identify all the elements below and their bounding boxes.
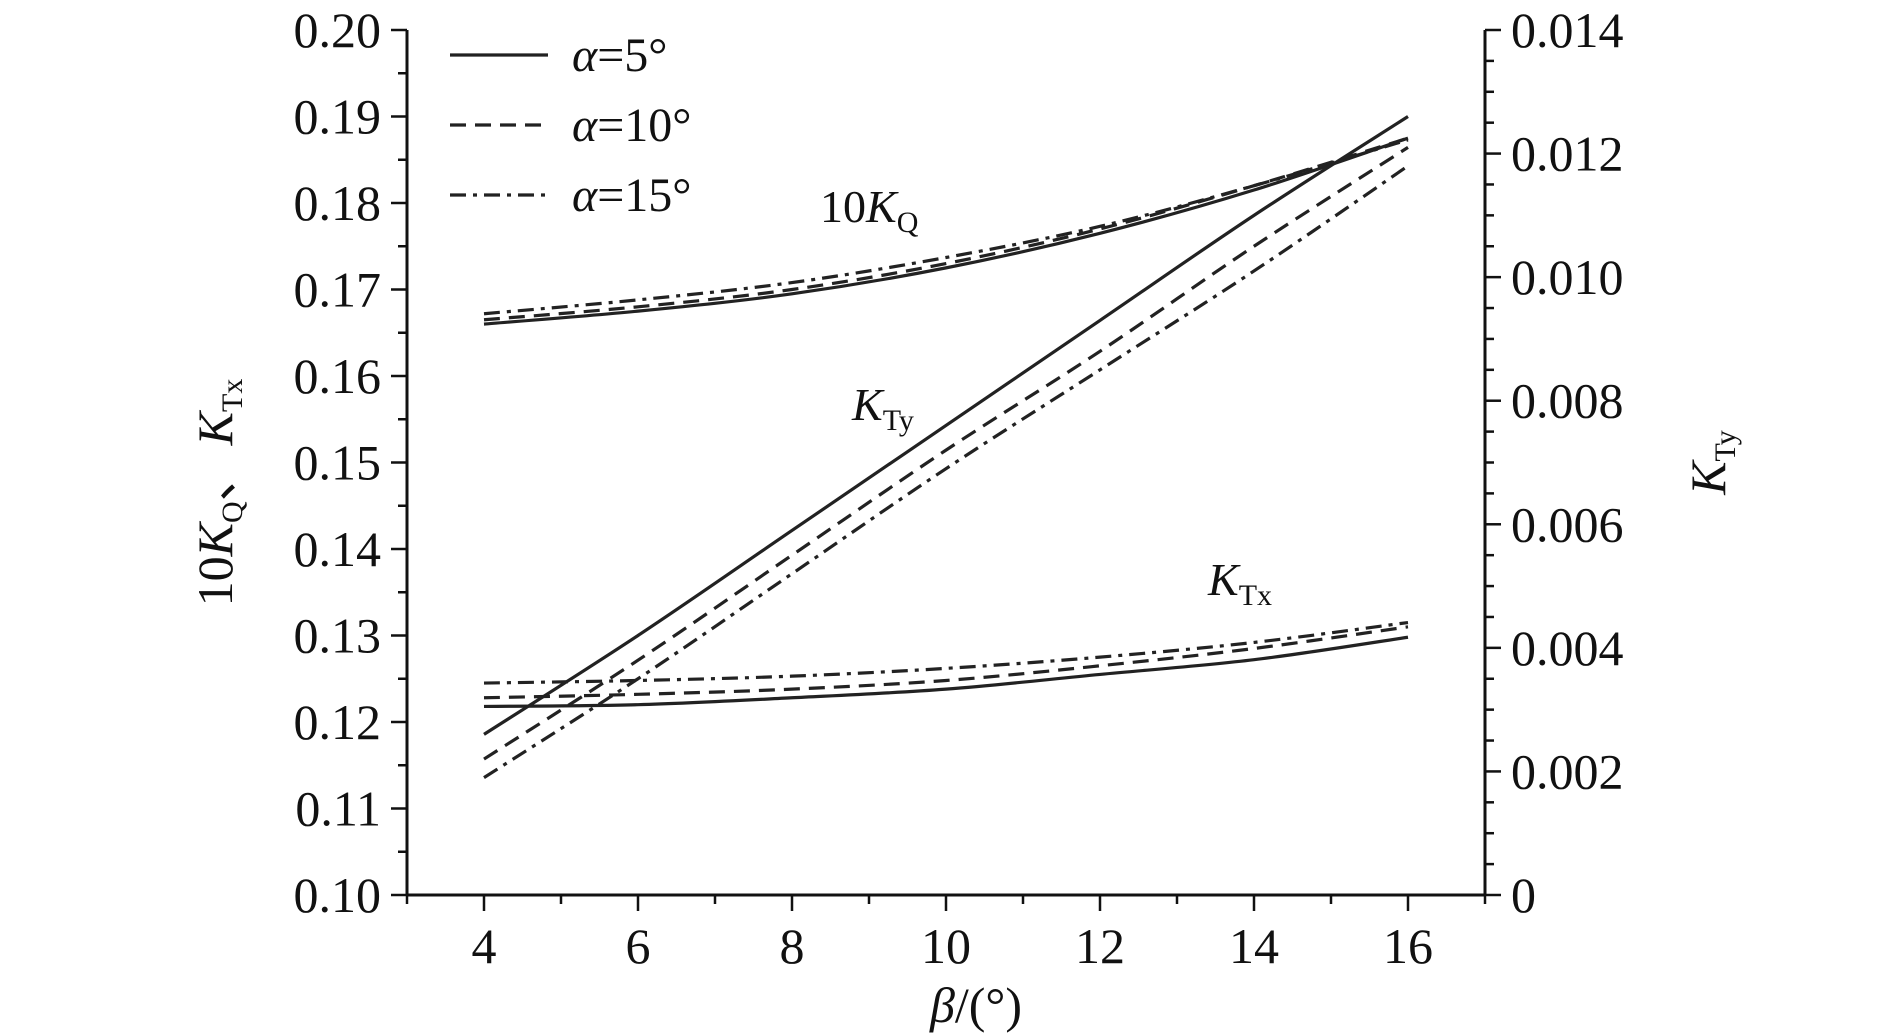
annotation-subscript: Ty (883, 404, 914, 437)
annotation-symbol: K (1207, 554, 1241, 605)
x-tick-label: 16 (1383, 918, 1433, 974)
y-left-title-prefix: 10 (187, 556, 243, 606)
x-axis-title: β/(°) (929, 977, 1022, 1033)
y-left-tick-label: 0.11 (295, 781, 381, 837)
y-right-tick-label: 0 (1511, 867, 1536, 923)
y-left-tick-label: 0.15 (294, 435, 382, 491)
series-layer (483, 115, 1409, 779)
legend-label-2: α=15° (572, 169, 691, 222)
y-right-tick-label: 0.010 (1511, 249, 1624, 305)
y-right-tick-label: 0.002 (1511, 743, 1624, 799)
x-axis-symbol: β (929, 977, 955, 1033)
series-KTx-alpha-10 (483, 625, 1409, 700)
y-right-tick-label: 0.014 (1511, 2, 1624, 58)
annotation-symbol: K (865, 181, 899, 232)
y-left-axis-title: 10KQ、KTx (187, 379, 249, 607)
annotation-KTy: KTy (851, 379, 914, 437)
y-right-tick-label: 0.006 (1511, 496, 1624, 552)
legend-label-1: α=10° (572, 99, 691, 152)
annotation-10KQ: 10KQ (820, 181, 919, 239)
series-KTy-alpha-5 (483, 115, 1409, 736)
annotation-prefix: 10 (820, 181, 866, 232)
y-left-tick-label: 0.16 (294, 348, 382, 404)
y-right-tick-label: 0.012 (1511, 126, 1624, 182)
legend-label-value: =10° (597, 99, 691, 152)
y-left-tick-label: 0.10 (294, 867, 382, 923)
y-right-tick-label: 0.008 (1511, 373, 1624, 429)
legend-label-value: =15° (597, 169, 691, 222)
y-left-tick-label: 0.13 (294, 608, 382, 664)
y-left-title-sub1: Q (216, 501, 249, 523)
x-tick-label: 14 (1229, 918, 1279, 974)
y-left-tick-label: 0.19 (294, 89, 382, 145)
series-KTx-alpha-5 (483, 635, 1409, 709)
annotation-subscript: Q (897, 206, 919, 239)
annotation-symbol: K (851, 379, 885, 430)
annotation-subscript: Tx (1239, 579, 1272, 612)
series-KTy-alpha-15 (483, 164, 1409, 779)
x-tick-label: 12 (1075, 918, 1125, 974)
legend-label-symbol: α (572, 29, 598, 82)
x-tick-label: 6 (626, 918, 651, 974)
y-left-title-sub2: Tx (216, 379, 249, 412)
y-right-axis-title: KTy (1680, 430, 1742, 496)
series-KTy-alpha-10 (483, 146, 1409, 761)
legend-label-symbol: α (572, 169, 598, 222)
y-left-tick-label: 0.18 (294, 175, 382, 231)
x-tick-label: 4 (472, 918, 497, 974)
axes: 4 6 8 10 12 14 16 0.10 0.11 0.12 0.13 0.14 0.15 0.16 0… (187, 2, 1742, 1033)
legend-label-value: =5° (597, 29, 667, 82)
x-axis-unit: /(°) (955, 977, 1022, 1033)
legend: α=5°α=10°α=15° (450, 29, 691, 222)
x-tick-label: 8 (780, 918, 805, 974)
y-left-title-sep: 、 (187, 451, 243, 501)
series-10KQ-alpha-15 (483, 138, 1409, 316)
y-left-tick-label: 0.14 (294, 521, 382, 577)
y-left-title-sym1: K (187, 520, 243, 557)
x-tick-label: 10 (921, 918, 971, 974)
annotation-KTx: KTx (1207, 554, 1272, 612)
y-left-tick-label: 0.20 (294, 2, 382, 58)
legend-label-symbol: α (572, 99, 598, 152)
y-right-tick-label: 0.004 (1511, 620, 1624, 676)
legend-label-0: α=5° (572, 29, 667, 82)
y-left-title-sym2: K (187, 409, 243, 446)
series-10KQ-alpha-10 (483, 136, 1409, 322)
series-10KQ-alpha-5 (483, 136, 1409, 326)
y-right-title-sym: K (1680, 459, 1736, 496)
y-left-tick-label: 0.17 (294, 262, 382, 318)
series-KTx-alpha-15 (483, 620, 1409, 685)
y-left-tick-label: 0.12 (294, 694, 382, 750)
y-right-title-sub: Ty (1709, 430, 1742, 461)
